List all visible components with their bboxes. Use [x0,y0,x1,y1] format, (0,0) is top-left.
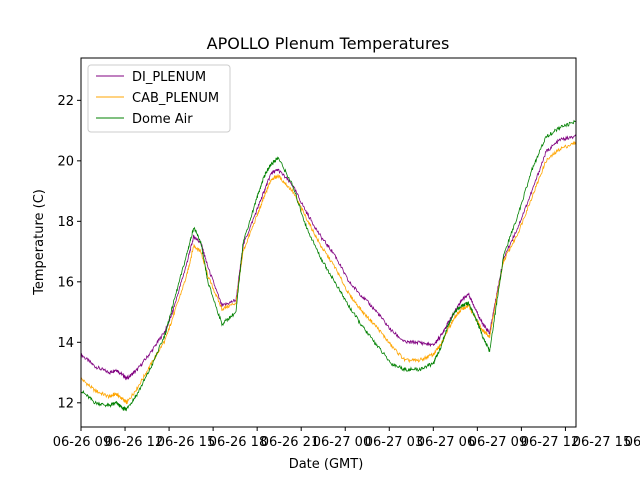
legend: DI_PLENUM CAB_PLENUM Dome Air [87,64,231,133]
y-tick-label: 12 [57,396,74,411]
series-line-dome-air [80,119,577,412]
x-tick-label: 06-26 15 [157,435,215,450]
legend-label-dome-air: Dome Air [132,112,193,127]
y-tick-label: 22 [57,94,74,109]
x-tick-label: 06-26 21 [261,435,319,450]
legend-label-di-plenum: DI_PLENUM [132,70,206,85]
y-tick-label: 14 [57,336,74,351]
x-axis-label: Date (GMT) [289,457,364,472]
x-tick-label: 06-26 18 [209,435,267,450]
chart-title: APOLLO Plenum Temperatures [207,34,450,53]
y-axis-ticks: 12 14 16 18 20 22 [57,94,81,411]
series-line-cab-plenum [80,140,577,405]
y-tick-label: 20 [57,154,74,169]
x-tick-label: 06-27 00 [313,435,371,450]
y-axis-label: Temperature (C) [32,189,47,296]
plot-frame [80,57,577,428]
series-line-di-plenum [80,134,577,381]
x-tick-label: 06-27 12 [521,435,579,450]
x-tick-label: 06-27 03 [365,435,423,450]
y-tick-label: 16 [57,275,74,290]
series-layer [80,119,577,412]
x-tick-label: 06-27 18 [625,435,640,450]
x-tick-label: 06-27 09 [469,435,527,450]
x-tick-label: 06-27 15 [573,435,631,450]
y-tick-label: 18 [57,215,74,230]
x-tick-label: 06-26 09 [53,435,111,450]
x-tick-label: 06-26 12 [105,435,163,450]
x-tick-label: 06-27 06 [417,435,475,450]
legend-label-cab-plenum: CAB_PLENUM [132,91,219,106]
legend-box [87,64,231,133]
